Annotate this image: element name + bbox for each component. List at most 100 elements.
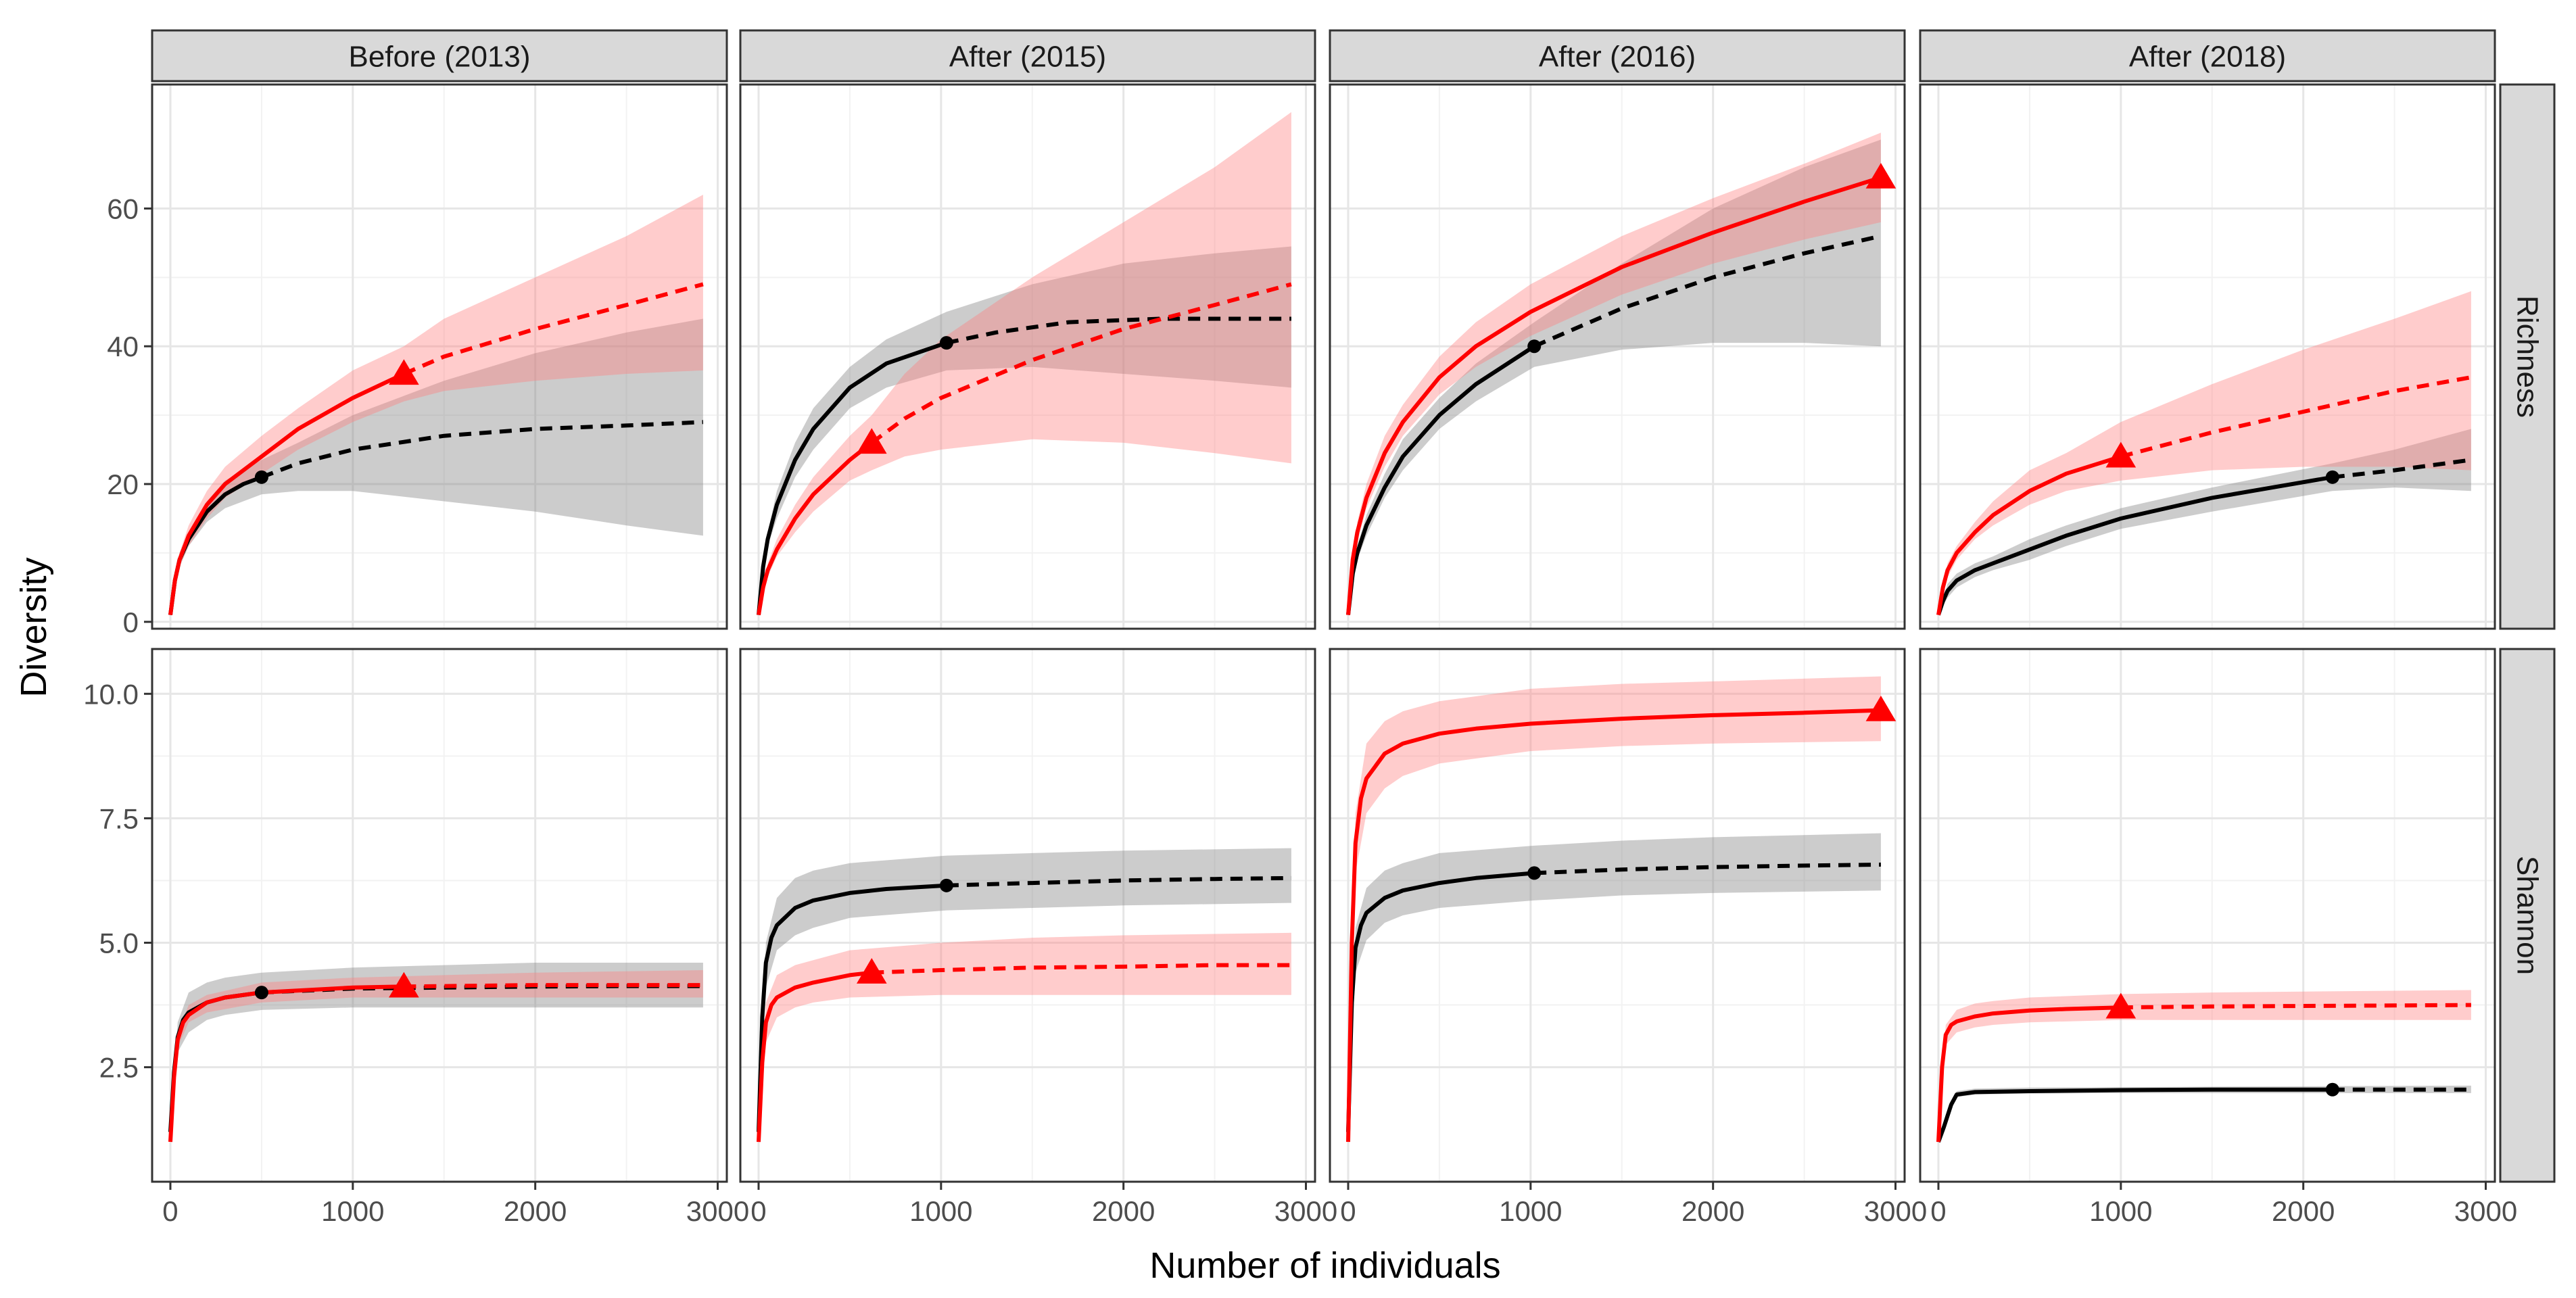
- panel-data-group: [1346, 676, 1881, 1143]
- extrapolated-line: [946, 316, 1291, 345]
- x-tick-label: 0: [1340, 1195, 1356, 1227]
- y-tick-label: 0: [123, 606, 139, 638]
- panel-data-group: [757, 848, 1291, 1143]
- y-tick-label: 40: [107, 331, 139, 362]
- interpolated-line: [1936, 1087, 2333, 1143]
- facet-strip-column: [1919, 29, 2496, 82]
- x-tick-label: 2000: [1092, 1195, 1155, 1227]
- y-tick-label: 10.0: [83, 678, 139, 710]
- panel-background: [1330, 85, 1905, 629]
- y-axis-title: Diversity: [14, 557, 54, 697]
- x-tick-label: 1000: [321, 1195, 384, 1227]
- panel-border: [151, 83, 728, 630]
- panel-data-group: [1346, 133, 1882, 615]
- panel-background: [740, 649, 1315, 1182]
- interpolated-line: [757, 970, 872, 1143]
- x-tick-label: 0: [750, 1195, 766, 1227]
- extrapolated-line: [2120, 375, 2472, 459]
- interpolated-line: [1936, 475, 2333, 616]
- facet-strip-column-label: After (2016): [1539, 41, 1696, 74]
- interpolated-line: [1346, 871, 1535, 1132]
- x-tick-label: 0: [1930, 1195, 1946, 1227]
- confidence-band: [170, 963, 703, 1132]
- extrapolated-line: [403, 282, 704, 376]
- interpolated-line: [168, 984, 404, 1143]
- panel-border: [1329, 648, 1906, 1183]
- y-tick-label: 7.5: [99, 802, 139, 834]
- observed-point-circle: [939, 336, 953, 350]
- panel-border: [1329, 83, 1906, 630]
- observed-point-triangle: [389, 359, 419, 385]
- x-axis-title: Number of individuals: [1149, 1245, 1500, 1286]
- x-tick-label: 3000: [1864, 1195, 1927, 1227]
- observed-point-circle: [1527, 866, 1542, 880]
- y-tick-label: 2.5: [99, 1052, 139, 1084]
- interpolated-line: [168, 372, 405, 615]
- extrapolated-line: [2332, 458, 2472, 479]
- observed-point-circle: [254, 470, 268, 484]
- panel-background: [152, 649, 727, 1182]
- extrapolated-line: [1533, 234, 1882, 348]
- facet-strip-column: [739, 29, 1316, 82]
- facet-strip-column: [151, 29, 728, 82]
- observed-point-triangle: [2105, 992, 2137, 1019]
- confidence-band: [759, 932, 1291, 1143]
- x-tick-label: 2000: [2272, 1195, 2335, 1227]
- x-tick-label: 0: [162, 1195, 178, 1227]
- confidence-band: [170, 318, 703, 615]
- observed-point-triangle: [856, 428, 887, 454]
- panel-border: [739, 83, 1316, 630]
- x-tick-label: 2000: [504, 1195, 567, 1227]
- facet-strip-column-label: Before (2013): [348, 41, 530, 74]
- confidence-band: [1348, 139, 1881, 615]
- panel-background: [1920, 649, 2495, 1182]
- extrapolated-line: [870, 282, 1292, 445]
- observed-point-circle: [2325, 1082, 2339, 1097]
- y-tick-label: 60: [107, 193, 139, 224]
- x-tick-label: 2000: [1681, 1195, 1744, 1227]
- panel-background: [740, 85, 1315, 629]
- observed-point-triangle: [856, 958, 887, 984]
- interpolated-line: [757, 883, 947, 1132]
- observed-point-circle: [1527, 339, 1542, 354]
- interpolated-line: [1346, 175, 1882, 615]
- panel-data-group: [1936, 990, 2471, 1143]
- observed-point-triangle: [2105, 441, 2137, 468]
- observed-point-triangle: [1865, 695, 1897, 721]
- extrapolated-line: [404, 983, 703, 989]
- facet-strip-row: [2499, 83, 2556, 630]
- facet-strip-column-label: After (2018): [2129, 41, 2286, 74]
- confidence-band: [1348, 676, 1881, 1143]
- panel-border: [1919, 648, 2496, 1183]
- x-tick-label: 1000: [2089, 1195, 2152, 1227]
- x-tick-label: 1000: [1499, 1195, 1562, 1227]
- observed-point-triangle: [1865, 162, 1897, 189]
- interpolated-line: [1936, 1005, 2121, 1143]
- facet-strip-row-label: Richness: [2511, 295, 2544, 418]
- panel-data-group: [168, 195, 704, 615]
- extrapolated-line: [260, 420, 704, 479]
- x-tick-label: 1000: [909, 1195, 972, 1227]
- interpolated-line: [757, 341, 947, 615]
- interpolated-line: [757, 441, 874, 616]
- extrapolated-line: [946, 875, 1291, 888]
- panel-border: [739, 648, 1316, 1183]
- confidence-band: [759, 848, 1291, 1132]
- panel-border: [151, 648, 728, 1183]
- extrapolated-line: [872, 963, 1291, 975]
- observed-point-triangle: [389, 971, 419, 998]
- extrapolated-line: [1534, 862, 1881, 875]
- facet-strip-row: [2499, 648, 2556, 1183]
- panel-data-group: [168, 963, 703, 1143]
- y-tick-label: 20: [107, 468, 139, 500]
- observed-point-circle: [254, 986, 268, 1000]
- facet-strip-column-label: After (2015): [949, 41, 1106, 74]
- confidence-band: [759, 246, 1291, 615]
- facet-strip-row-label: Shannon: [2511, 856, 2544, 975]
- interpolated-line: [1346, 708, 1881, 1143]
- x-tick-label: 3000: [686, 1195, 749, 1227]
- confidence-band: [1938, 990, 2471, 1143]
- interpolated-line: [1936, 454, 2122, 616]
